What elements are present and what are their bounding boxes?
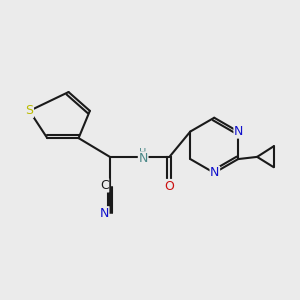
Text: N: N (138, 152, 148, 165)
Text: N: N (100, 207, 109, 220)
Text: S: S (26, 104, 33, 117)
Text: H: H (140, 148, 147, 158)
Text: N: N (234, 125, 243, 138)
Text: O: O (164, 179, 174, 193)
Text: N: N (210, 167, 220, 179)
Text: C: C (100, 179, 109, 192)
